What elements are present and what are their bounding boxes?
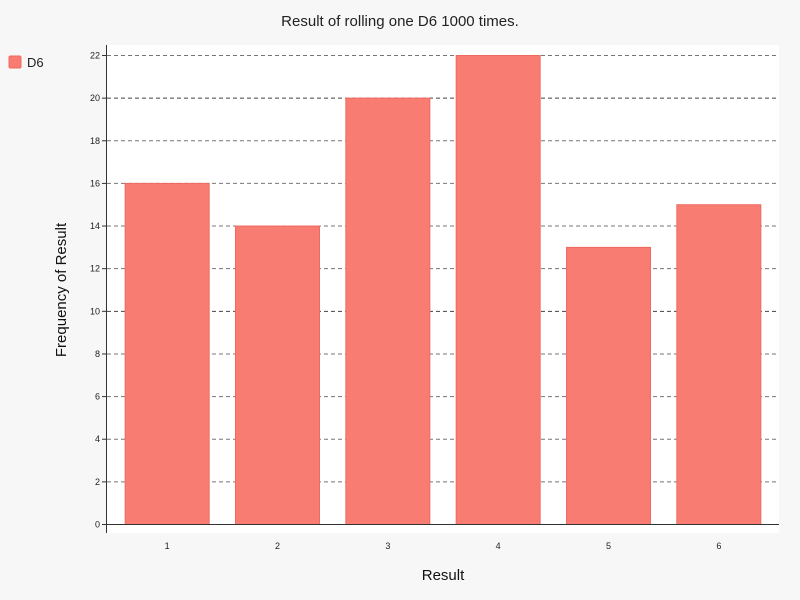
- x-axis-title: Result: [422, 567, 465, 584]
- plot-area-background: [107, 45, 779, 533]
- legend-label-d6: D6: [27, 55, 44, 70]
- y-tick-label: 2: [95, 477, 100, 487]
- bar-6: [676, 204, 762, 526]
- bar-4: [455, 55, 541, 525]
- y-tick-label: 0: [95, 520, 100, 530]
- x-tick-label: 4: [496, 541, 501, 551]
- chart-title: Result of rolling one D6 1000 times.: [281, 13, 519, 30]
- legend: D6: [8, 55, 44, 70]
- x-tick-label: 5: [606, 541, 611, 551]
- y-tick-label: 14: [90, 221, 100, 231]
- y-tick-label: 6: [95, 392, 100, 402]
- grid-lines: [107, 55, 779, 483]
- y-tick-label: 16: [90, 178, 100, 188]
- bars: [124, 55, 762, 526]
- x-tick-label: 3: [385, 541, 390, 551]
- bar-5: [566, 246, 651, 525]
- y-tick-label: 12: [90, 264, 100, 274]
- bar-3: [345, 97, 431, 526]
- x-tick-label: 6: [716, 541, 721, 551]
- x-tick-label: 2: [275, 541, 280, 551]
- y-tick-label: 20: [90, 93, 100, 103]
- y-axis-ticks: 0 2 4 6 8 10 12 14 16 18 20 22: [90, 51, 106, 530]
- y-tick-label: 8: [95, 349, 100, 359]
- y-tick-label: 10: [90, 306, 100, 316]
- x-axis-ticks: 1 2 3 4 5 6: [165, 541, 722, 551]
- x-tick-label: 1: [165, 541, 170, 551]
- y-tick-label: 18: [90, 136, 100, 146]
- bar-1: [124, 182, 210, 525]
- y-tick-label: 22: [90, 51, 100, 61]
- bar-2: [235, 225, 320, 526]
- y-tick-label: 4: [95, 434, 100, 444]
- y-axis-title: Frequency of Result: [53, 222, 70, 357]
- legend-swatch-d6: [8, 55, 22, 69]
